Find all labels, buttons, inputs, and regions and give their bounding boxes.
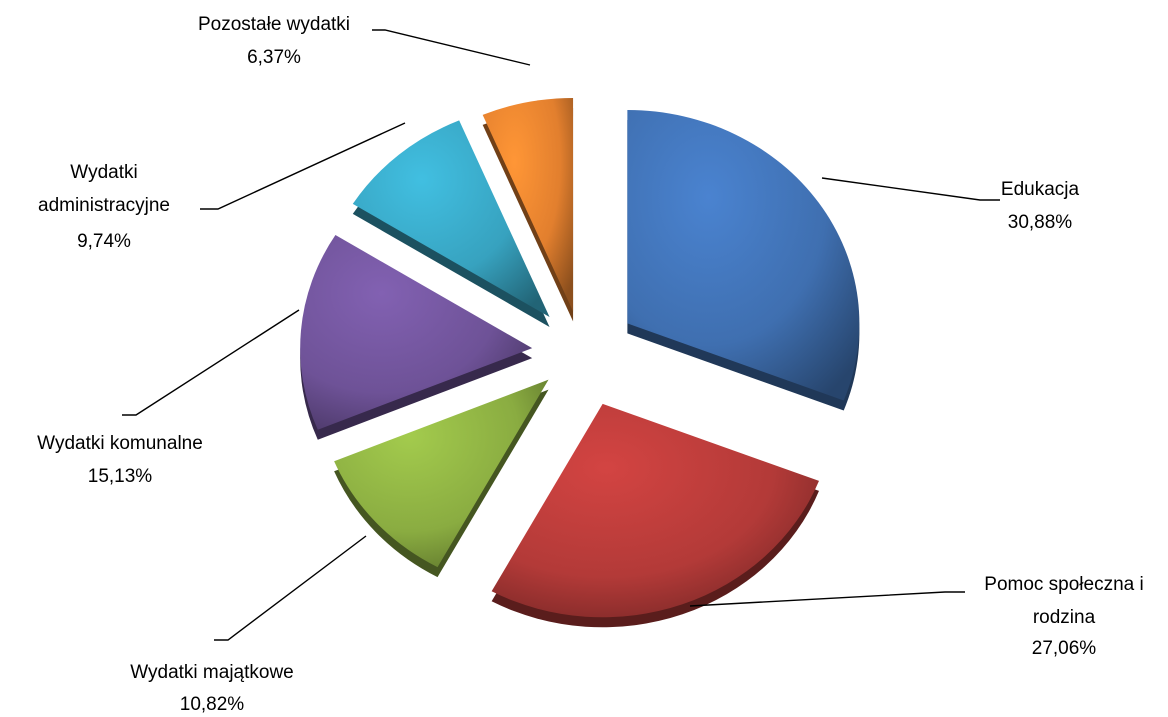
slice-value-label: 6,37%: [247, 47, 301, 68]
slice-value-label: 9,74%: [77, 231, 131, 252]
slice-value-label: 15,13%: [88, 466, 153, 487]
leader-line: [200, 122, 406, 210]
leader-line: [214, 535, 367, 641]
pie-slice-wydatki-administracyjne: [352, 120, 550, 318]
slice-label: Wydatki administracyjne: [38, 162, 170, 216]
slice-value-label: 10,82%: [180, 694, 245, 715]
pie-slice-pozostałe-wydatki: [482, 97, 574, 312]
slice-label: Pomoc społeczna i rodzina: [984, 574, 1143, 628]
slice-label: Wydatki majątkowe: [130, 662, 294, 683]
slice-label: Wydatki komunalne: [37, 433, 203, 454]
pie-slice-wydatki-majątkowe: [334, 379, 549, 568]
leader-line: [122, 309, 300, 416]
leader-line: [372, 29, 531, 66]
leader-line: [689, 591, 965, 607]
pie-slice-pomoc-społeczna-i-rodzina: [491, 403, 819, 618]
slice-label: Edukacja: [1001, 179, 1080, 200]
slice-value-label: 30,88%: [1008, 212, 1073, 233]
slice-value-label: 27,06%: [1032, 638, 1097, 659]
pie-slice-wydatki-komunalne: [300, 235, 533, 430]
slice-label: Pozostałe wydatki: [198, 14, 350, 35]
leader-line: [821, 177, 1000, 201]
pie-slice-edukacja: [627, 109, 860, 401]
